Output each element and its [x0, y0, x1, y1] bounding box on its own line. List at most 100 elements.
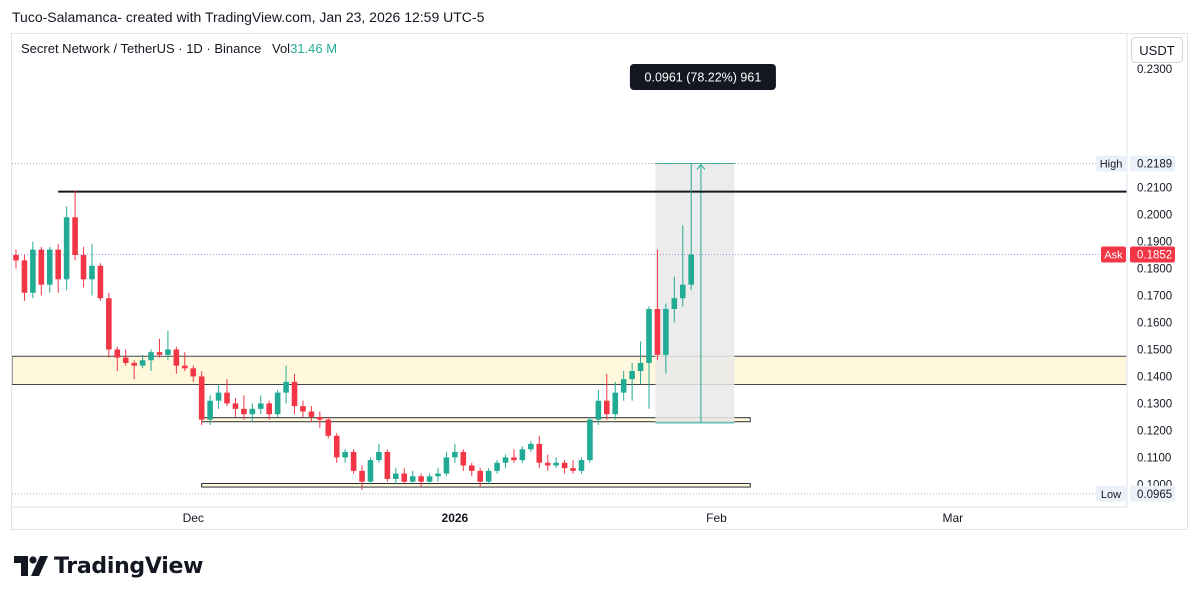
candle-body [156, 352, 163, 355]
candle-body [224, 392, 230, 404]
high-value: 0.2189 [1137, 159, 1172, 171]
y-tick-label: 0.2100 [1137, 183, 1172, 195]
y-tick-label: 0.2000 [1137, 210, 1172, 222]
candle-body [72, 217, 78, 256]
candle [528, 441, 534, 452]
low-value-bg [1130, 485, 1175, 502]
candle [367, 457, 374, 485]
candle-body [663, 308, 669, 355]
candle [553, 457, 559, 469]
candle [198, 371, 205, 425]
candle [561, 460, 568, 474]
candle [637, 341, 644, 385]
candle [604, 373, 610, 420]
candle-body [468, 465, 475, 471]
candle-body [604, 400, 610, 415]
candle [409, 470, 416, 485]
y-tick-label: 0.1800 [1137, 264, 1172, 276]
candle-body [528, 443, 534, 450]
candle-body [376, 451, 382, 461]
candle-body [257, 403, 264, 409]
candle [89, 244, 95, 296]
candle [494, 460, 500, 474]
candle-body [443, 457, 450, 474]
candle-body [671, 298, 678, 309]
candle-body [207, 400, 213, 420]
candle-body [283, 381, 289, 393]
candle-body [333, 435, 340, 458]
candle [688, 163, 694, 291]
candle [646, 306, 652, 409]
candle-body [342, 451, 348, 458]
candle [232, 398, 239, 417]
y-tick-label: 0.1900 [1137, 237, 1172, 249]
candle-body [350, 451, 357, 471]
candle [80, 246, 87, 288]
candle-body [300, 406, 306, 412]
candle-body [629, 371, 635, 380]
candle [122, 349, 129, 366]
candle-body [367, 460, 374, 482]
candle-body [114, 349, 121, 358]
symbol-description: Secret Network / TetherUS · 1D · Binance [21, 41, 262, 56]
volume-label: Vol [271, 41, 291, 56]
ask-title: Ask [1104, 249, 1123, 261]
candle-body [519, 449, 526, 461]
candle-body [570, 468, 576, 471]
candle-body [544, 462, 551, 466]
candle-body [511, 457, 517, 461]
plot-area [12, 163, 1127, 495]
high-title: High [1100, 159, 1123, 171]
candle [350, 449, 357, 474]
candle [106, 292, 112, 358]
candle-body [578, 460, 585, 471]
candle-body [173, 349, 180, 366]
y-tick-label: 0.1700 [1137, 290, 1172, 302]
candle [612, 381, 619, 420]
candle [578, 457, 585, 474]
candle [502, 454, 509, 469]
candle [38, 246, 45, 296]
symbol-legend[interactable]: Secret Network / TetherUS · 1D · Binance… [21, 41, 337, 56]
candle-body [595, 400, 602, 420]
y-tick-label: 0.2300 [1137, 64, 1172, 76]
candle [654, 249, 661, 361]
candle [325, 416, 332, 439]
candle-body [494, 462, 500, 471]
currency-button[interactable]: USDT [1131, 37, 1183, 63]
measure-label: 0.0961 (78.22%) 961 [645, 71, 762, 85]
tradingview-logo-icon [14, 556, 48, 576]
candle-body [131, 362, 137, 366]
y-tick-label: 0.1600 [1137, 317, 1172, 329]
candle [671, 276, 678, 323]
candle-body [359, 470, 365, 482]
candle-body [165, 349, 171, 355]
low-title-bg [1096, 485, 1126, 502]
candle-body [452, 451, 458, 458]
candle [393, 468, 399, 485]
y-tick-label: 0.1500 [1137, 344, 1172, 356]
candle [97, 263, 104, 301]
volume-value: 31.46 M [290, 41, 338, 56]
support-zone [201, 483, 751, 488]
y-tick-label: 0.1300 [1137, 398, 1172, 410]
candle [477, 468, 483, 488]
candle-body [30, 249, 36, 293]
high-value-bg [1130, 155, 1175, 172]
candle-body [401, 473, 408, 482]
candle-body [679, 284, 686, 299]
candle-body [232, 403, 239, 409]
candle-body [460, 451, 467, 466]
candle [308, 406, 315, 423]
candle [148, 349, 154, 372]
low-title: Low [1101, 489, 1121, 501]
candle [317, 411, 323, 428]
candle-body [139, 360, 146, 366]
candle-body [182, 365, 188, 369]
candle [468, 462, 475, 477]
y-tick-label: 0.1400 [1137, 371, 1172, 383]
candle-body [198, 376, 205, 420]
candle [21, 255, 28, 301]
candle-body [477, 470, 483, 482]
